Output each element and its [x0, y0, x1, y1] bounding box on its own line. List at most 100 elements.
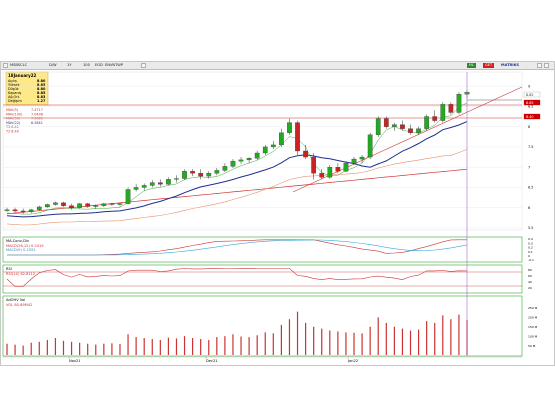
volume-bar — [442, 315, 444, 355]
volume-bar — [337, 331, 339, 355]
candle-body — [456, 94, 462, 113]
candle-body — [408, 128, 413, 133]
date-label-jan22: Jan22 — [347, 359, 358, 363]
volume-bar — [296, 311, 299, 355]
macd-signal-value: MACD(9) 0.2552 — [6, 248, 36, 252]
maximize-button[interactable] — [537, 63, 542, 68]
volume-axis: 250 M 200 M 150 M 100 M 50 M — [528, 306, 538, 348]
volume-bar — [167, 337, 170, 355]
volume-tick: 200 M — [528, 316, 538, 320]
volume-bar — [345, 332, 347, 355]
price-label-tag — [523, 113, 541, 120]
rsi-line — [6, 268, 468, 287]
macd-tick: 0.1 — [528, 250, 533, 254]
price-tick: 9 — [528, 84, 530, 88]
legend-value: 8.2841 — [31, 121, 43, 125]
candle-body — [149, 182, 155, 186]
volume-bar — [70, 341, 73, 355]
volume-bar — [22, 345, 24, 355]
volume-bar — [385, 322, 387, 355]
rsi-tick: 80 — [528, 268, 532, 272]
candle-body — [133, 187, 139, 190]
volume-bar — [313, 326, 315, 355]
volume-bar — [14, 344, 16, 355]
macd-title: MA-Conv-Div — [6, 239, 30, 243]
close-button[interactable] — [544, 63, 549, 68]
candle-body — [279, 132, 284, 146]
candle-body — [69, 205, 74, 208]
range-selector[interactable]: 1Y — [67, 63, 72, 67]
macd-panel: MA-Conv-Div MACD(26,12) 0.2419 MACD(9) 0… — [2, 236, 534, 263]
mode-selector[interactable]: ENVNTWP — [105, 63, 124, 67]
volume-bar — [232, 334, 234, 355]
volume-bar — [127, 334, 129, 355]
volume-bar — [208, 339, 210, 355]
price-label-text: 8.40 — [526, 115, 534, 119]
volume-bar — [329, 330, 331, 355]
volume-bar — [393, 326, 395, 355]
volume-bar — [54, 338, 57, 355]
zoom-selector[interactable]: 100 — [83, 63, 90, 67]
scale-selector[interactable]: EOD — [95, 63, 103, 67]
legend-label: MAV(5) — [6, 108, 19, 112]
trend-line[interactable] — [292, 86, 523, 193]
rsi-value: RSI(14) 62.8112 — [6, 272, 35, 276]
candle-body — [166, 179, 171, 185]
volume-bar — [135, 337, 137, 355]
legend-label: MAV(22) — [6, 121, 21, 125]
volume-bar — [240, 336, 242, 355]
menu-button[interactable] — [3, 63, 8, 68]
price-label-tag — [523, 91, 541, 98]
timeframe-selector[interactable]: D/W — [49, 63, 57, 67]
volume-bar — [30, 342, 32, 355]
rsi-axis: 80 60 40 20 — [528, 268, 532, 290]
candle-body — [262, 146, 268, 154]
volume-bar — [369, 326, 371, 355]
info-date: 18January22 — [8, 73, 37, 78]
macd-tick: 0.2 — [528, 246, 533, 250]
price-tick: 5.5 — [528, 226, 533, 230]
chart-canvas[interactable]: 18January22 Açılış 8.80 Yüksek 8.85 Düşük 8.8… — [1, 70, 554, 366]
volume-title: AdOHV Vol — [6, 298, 25, 302]
tag-get[interactable]: GET — [483, 63, 495, 68]
price-tick: 8.5 — [528, 105, 533, 109]
candle-body — [214, 170, 220, 174]
info-label: Değişim — [8, 99, 22, 103]
volume-bar — [417, 329, 420, 355]
tag-hl[interactable]: HL — [467, 63, 476, 68]
symbol-selector[interactable]: MSBSCLC — [10, 63, 28, 67]
candle-body — [61, 202, 66, 206]
info-label: Açılış — [8, 79, 17, 83]
legend-label: MAV(100) — [6, 112, 23, 116]
volume-bar — [409, 330, 412, 355]
rsi-panel: RSI RSI(14) 62.8112 80 60 40 20 — [2, 264, 532, 294]
macd-signal-line — [7, 239, 468, 256]
candle-body — [287, 122, 292, 133]
rsi-tick: 40 — [528, 280, 532, 284]
volume-value: VOL 80.89M42 — [6, 303, 32, 307]
price-label-text: 8.85 — [526, 101, 534, 105]
price-tick: 7 — [528, 165, 530, 169]
volume-bar — [434, 322, 436, 355]
candle-body — [206, 173, 212, 177]
volume-bar — [95, 344, 97, 355]
volume-bar — [272, 333, 274, 355]
candle-body — [77, 203, 82, 208]
date-label-nov21: Nov21 — [69, 359, 81, 363]
chart-toolbar: MSBSCLC D/W 1Y 100 EOD ENVNTWP HL GET MA… — [1, 62, 554, 70]
legend-label: T2 8.40 — [5, 130, 19, 134]
candle-body — [335, 167, 341, 172]
volume-bar — [450, 319, 452, 355]
legend-label: MAV(50) — [6, 117, 21, 121]
volume-bar — [280, 324, 282, 355]
price-tick: 6.5 — [528, 186, 533, 190]
volume-bar — [46, 339, 48, 355]
rsi-tick: 60 — [528, 274, 532, 278]
macd-axis: 0.40.30.20.10-0.1 — [528, 237, 534, 262]
candle-body — [12, 209, 18, 212]
price-label-text: 8.82 — [526, 93, 534, 97]
toolbar-tool-button[interactable] — [141, 63, 146, 68]
macd-tick: 0 — [528, 254, 530, 258]
candle-body — [424, 116, 429, 129]
candle-body — [400, 124, 405, 129]
